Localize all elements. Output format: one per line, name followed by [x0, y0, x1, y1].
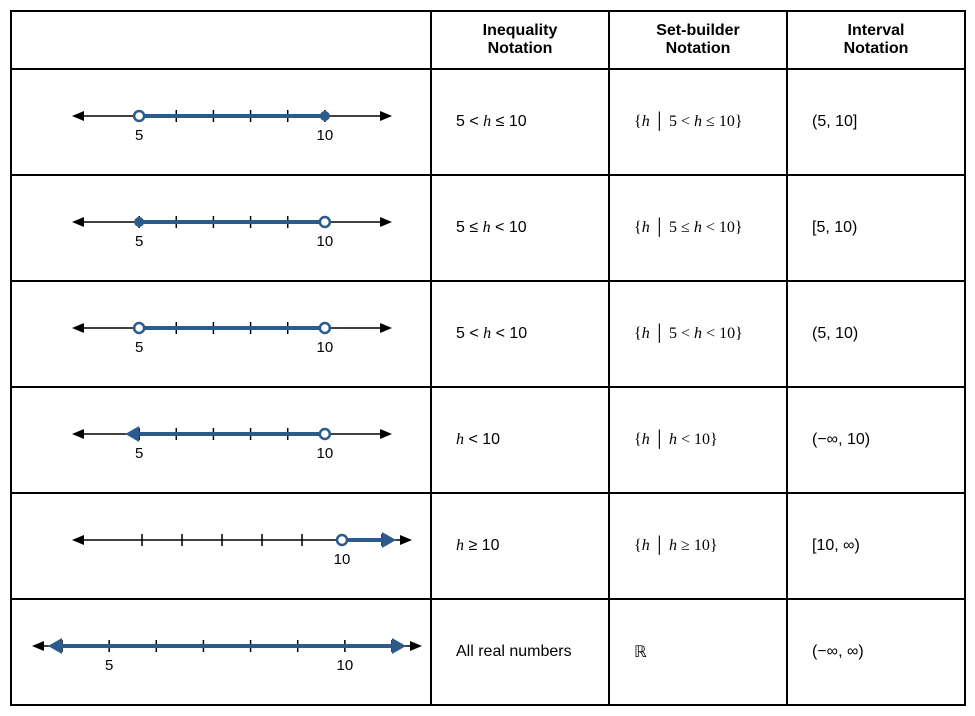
interval-arrowhead	[392, 638, 406, 654]
table-body: 5105 < h ≤ 10{h │ 5 < h ≤ 10}(5, 10]5105…	[11, 69, 965, 705]
tick-label: 10	[317, 127, 334, 144]
tick-label: 5	[105, 657, 113, 674]
inequality-cell: All real numbers	[431, 599, 609, 705]
tick-label: 10	[317, 445, 334, 462]
header-setbuilder: Set-builderNotation	[609, 11, 787, 69]
interval-cell: (−∞, ∞)	[787, 599, 965, 705]
tick-label: 10	[334, 551, 351, 568]
open-endpoint	[320, 429, 330, 439]
inequality-cell: 5 < h < 10	[431, 281, 609, 387]
number-line-diagram: 5 10	[12, 88, 432, 156]
header-blank	[11, 11, 431, 69]
axis-arrow-left	[72, 429, 84, 439]
open-endpoint	[320, 217, 330, 227]
interval-cell: [5, 10)	[787, 175, 965, 281]
interval-cell: [10, ∞)	[787, 493, 965, 599]
axis-arrow-right	[410, 641, 422, 651]
diagram-cell: 5 10	[11, 175, 431, 281]
tick-label: 5	[135, 127, 143, 144]
axis-arrow-right	[400, 535, 412, 545]
interval-cell: (5, 10)	[787, 281, 965, 387]
setbuilder-cell: {h │ 5 < h < 10}	[609, 281, 787, 387]
header-interval: IntervalNotation	[787, 11, 965, 69]
interval-cell: (5, 10]	[787, 69, 965, 175]
setbuilder-cell: {h │ h ≥ 10}	[609, 493, 787, 599]
interval-cell: (−∞, 10)	[787, 387, 965, 493]
inequality-cell: 5 < h ≤ 10	[431, 69, 609, 175]
interval-arrowhead	[125, 426, 139, 442]
open-endpoint	[337, 535, 347, 545]
inequality-cell: h < 10	[431, 387, 609, 493]
axis-arrow-left	[32, 641, 44, 651]
axis-arrow-right	[380, 217, 392, 227]
diagram-cell: 5 10	[11, 599, 431, 705]
axis-arrow-left	[72, 111, 84, 121]
closed-endpoint	[320, 111, 330, 121]
tick-label: 10	[317, 339, 334, 356]
header-inequality: InequalityNotation	[431, 11, 609, 69]
inequality-cell: 5 ≤ h < 10	[431, 175, 609, 281]
table-row: 5 10 5 < h < 10{h │ 5 < h < 10}(5, 10)	[11, 281, 965, 387]
number-line-diagram: 5 10	[12, 300, 432, 368]
axis-arrow-right	[380, 429, 392, 439]
number-line-diagram: 5 10	[12, 194, 432, 262]
tick-label: 5	[135, 445, 143, 462]
inequality-cell: h ≥ 10	[431, 493, 609, 599]
interval-arrowhead	[48, 638, 62, 654]
tick-label: 5	[135, 233, 143, 250]
table-row: 10 h ≥ 10{h │ h ≥ 10}[10, ∞)	[11, 493, 965, 599]
table-row: 5 10 h < 10{h │ h < 10}(−∞, 10)	[11, 387, 965, 493]
setbuilder-cell: {h │ 5 ≤ h < 10}	[609, 175, 787, 281]
diagram-cell: 5 10	[11, 387, 431, 493]
axis-arrow-right	[380, 323, 392, 333]
open-endpoint	[134, 111, 144, 121]
setbuilder-cell: {h │ 5 < h ≤ 10}	[609, 69, 787, 175]
setbuilder-cell: {h │ h < 10}	[609, 387, 787, 493]
diagram-cell: 5 10	[11, 69, 431, 175]
axis-arrow-left	[72, 535, 84, 545]
table-row: 5 10 5 ≤ h < 10{h │ 5 ≤ h < 10}[5, 10)	[11, 175, 965, 281]
number-line-diagram: 5 10	[12, 618, 432, 686]
tick-label: 5	[135, 339, 143, 356]
setbuilder-cell: ℝ	[609, 599, 787, 705]
axis-arrow-right	[380, 111, 392, 121]
closed-endpoint	[134, 217, 144, 227]
interval-arrowhead	[382, 532, 396, 548]
header-row: InequalityNotation Set-builderNotation I…	[11, 11, 965, 69]
table-row: 5 10 All real numbersℝ(−∞, ∞)	[11, 599, 965, 705]
axis-arrow-left	[72, 217, 84, 227]
tick-label: 10	[337, 657, 354, 674]
number-line-diagram: 10	[12, 512, 432, 580]
diagram-cell: 10	[11, 493, 431, 599]
axis-arrow-left	[72, 323, 84, 333]
table-row: 5 10 5 < h ≤ 10{h │ 5 < h ≤ 10}(5, 10]	[11, 69, 965, 175]
number-line-diagram: 5 10	[12, 406, 432, 474]
open-endpoint	[320, 323, 330, 333]
tick-label: 10	[317, 233, 334, 250]
notation-table: InequalityNotation Set-builderNotation I…	[10, 10, 966, 706]
diagram-cell: 5 10	[11, 281, 431, 387]
open-endpoint	[134, 323, 144, 333]
